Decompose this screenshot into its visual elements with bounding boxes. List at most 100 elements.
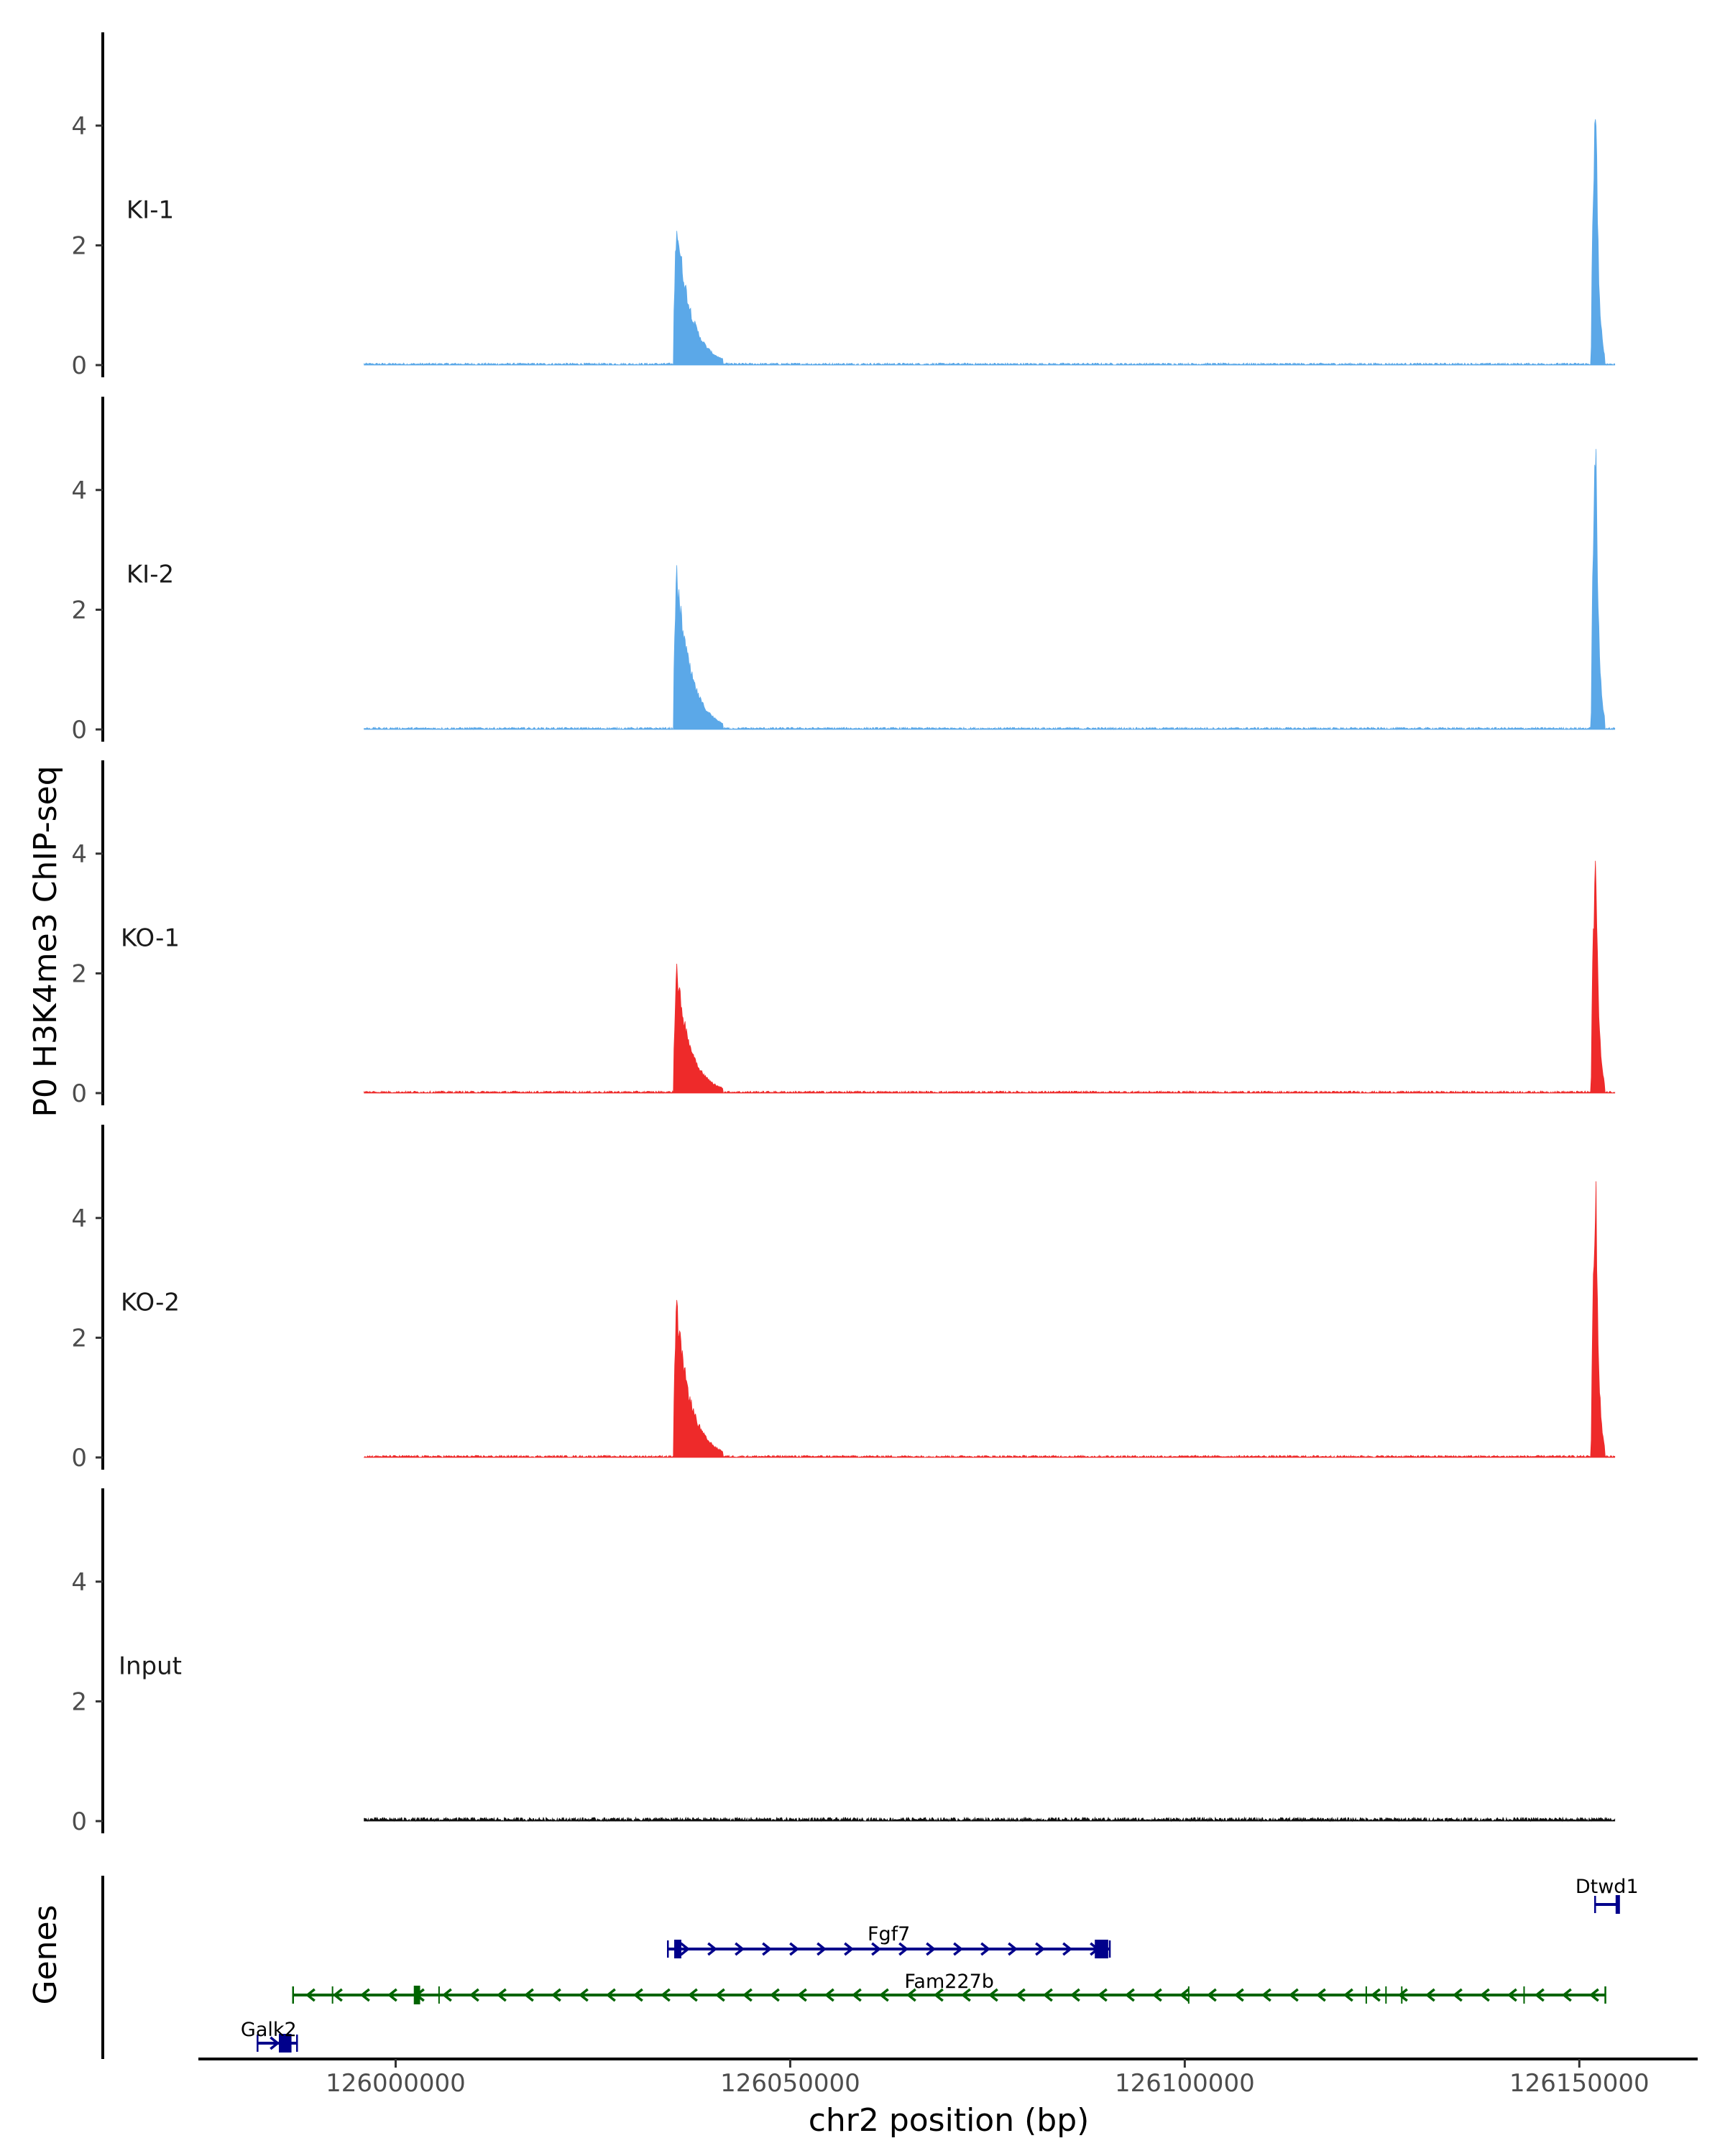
strand-arrow xyxy=(1062,1942,1073,1956)
y-tick-label: 2 xyxy=(71,959,87,988)
exon xyxy=(674,1940,681,1958)
track-input: 0 2 4 Input xyxy=(71,1488,1616,1836)
x-tick-label: 126100000 xyxy=(1115,2069,1255,2098)
signal-area xyxy=(364,1816,1616,1823)
strand-arrow xyxy=(1288,1988,1299,2002)
gene-label: Fam227b xyxy=(904,1971,994,1993)
strand-arrow xyxy=(1506,1988,1517,2002)
strand-arrow xyxy=(1425,1988,1435,2002)
strand-arrow xyxy=(844,1942,855,1956)
strand-arrow xyxy=(906,1988,916,2002)
strand-arrow xyxy=(387,1988,397,2002)
track-ko-2: 0 2 4 KO-2 xyxy=(71,1125,1616,1473)
strand-arrow xyxy=(796,1988,807,2002)
gene-label: Galk2 xyxy=(241,2019,297,2041)
strand-arrow xyxy=(1561,1988,1572,2002)
strand-arrow xyxy=(1179,1988,1190,2002)
strand-arrow xyxy=(270,2036,280,2050)
genes-panel: Dtwd1 Fgf7 Fam227b Galk2 xyxy=(101,1876,1639,2059)
strand-arrow xyxy=(878,1988,889,2002)
strand-arrow xyxy=(1479,1988,1490,2002)
track-ki-1: 0 2 4 KI-1 xyxy=(71,32,1616,380)
strand-arrow xyxy=(769,1988,780,2002)
gene-fam227b: Fam227b xyxy=(292,1971,1606,2004)
y-tick-label: 2 xyxy=(71,1324,87,1353)
exon xyxy=(413,1986,420,2004)
track-label: KI-2 xyxy=(126,560,174,589)
gene-galk2: Galk2 xyxy=(241,2019,298,2053)
track-ki-2: 0 2 4 KI-2 xyxy=(71,397,1616,745)
strand-arrow xyxy=(1261,1988,1271,2002)
signal-area xyxy=(364,119,1616,367)
strand-arrow xyxy=(1452,1988,1463,2002)
strand-arrow xyxy=(1370,1988,1381,2002)
strand-arrow xyxy=(551,1988,561,2002)
strand-arrow xyxy=(960,1988,971,2002)
strand-arrow xyxy=(824,1988,834,2002)
y-tick-label: 0 xyxy=(71,716,87,745)
track-label: KO-2 xyxy=(121,1288,180,1317)
track-ko-1: 0 2 4 KO-1 xyxy=(71,760,1616,1108)
strand-arrow xyxy=(1097,1988,1108,2002)
strand-arrow xyxy=(1397,1988,1408,2002)
y-tick-label: 2 xyxy=(71,1687,87,1716)
x-tick-label: 126050000 xyxy=(720,2069,860,2098)
strand-arrow xyxy=(632,1988,643,2002)
strand-arrow xyxy=(1233,1988,1244,2002)
strand-arrow xyxy=(441,1988,452,2002)
strand-arrow xyxy=(980,1942,991,1956)
strand-arrow xyxy=(605,1988,616,2002)
strand-arrow xyxy=(1015,1988,1026,2002)
x-axis: 126000000 126050000 126100000 126150000 xyxy=(198,2058,1698,2098)
strand-arrow xyxy=(1035,1942,1046,1956)
strand-arrow xyxy=(660,1988,671,2002)
strand-arrow xyxy=(1315,1988,1326,2002)
strand-arrow xyxy=(1206,1988,1217,2002)
strand-arrow xyxy=(1151,1988,1162,2002)
strand-arrow xyxy=(953,1942,964,1956)
strand-arrow xyxy=(332,1988,343,2002)
y-tick-label: 2 xyxy=(71,596,87,625)
strand-arrow xyxy=(1343,1988,1353,2002)
strand-arrow xyxy=(851,1988,862,2002)
strand-arrow xyxy=(714,1988,725,2002)
exon xyxy=(278,2034,292,2053)
y-tick-label: 4 xyxy=(71,1568,87,1597)
y-axis-title: P0 H3K4me3 ChIP-seq xyxy=(27,765,64,1117)
strand-arrow xyxy=(898,1942,909,1956)
y-tick-label: 0 xyxy=(71,1807,87,1836)
gene-fgf7: Fgf7 xyxy=(666,1923,1111,1958)
x-tick-label: 126000000 xyxy=(326,2069,466,2098)
strand-arrow xyxy=(1534,1988,1545,2002)
strand-arrow xyxy=(687,1988,698,2002)
strand-arrow xyxy=(359,1988,370,2002)
strand-arrow xyxy=(523,1988,534,2002)
strand-arrow xyxy=(762,1942,773,1956)
strand-arrow xyxy=(707,1942,718,1956)
track-label: KO-1 xyxy=(121,923,180,952)
exon xyxy=(1095,1940,1108,1958)
y-tick-label: 4 xyxy=(71,1204,87,1233)
strand-arrow xyxy=(988,1988,998,2002)
track-label: Input xyxy=(119,1651,182,1680)
signal-area xyxy=(364,448,1616,731)
signal-area xyxy=(364,860,1616,1095)
strand-arrow xyxy=(1008,1942,1018,1956)
y-tick-label: 0 xyxy=(71,1444,87,1473)
strand-arrow xyxy=(926,1942,937,1956)
strand-arrow xyxy=(933,1988,944,2002)
y-tick-label: 4 xyxy=(71,840,87,869)
strand-arrow xyxy=(735,1942,745,1956)
strand-arrow xyxy=(816,1942,827,1956)
y-tick-label: 2 xyxy=(71,231,87,260)
signal-tracks: 0 2 4 KI-1 0 2 4 KI-2 0 2 4 KO-1 0 2 4 KO-2 0 2 4 Input xyxy=(71,32,1616,1836)
strand-arrow xyxy=(496,1988,507,2002)
track-label: KI-1 xyxy=(126,195,174,224)
genes-track-title: Genes xyxy=(27,1904,64,2004)
x-axis-title: chr2 position (bp) xyxy=(809,2102,1090,2139)
y-tick-label: 4 xyxy=(71,112,87,141)
strand-arrow xyxy=(742,1988,753,2002)
gene-label: Dtwd1 xyxy=(1576,1876,1639,1898)
strand-arrow xyxy=(1042,1988,1053,2002)
